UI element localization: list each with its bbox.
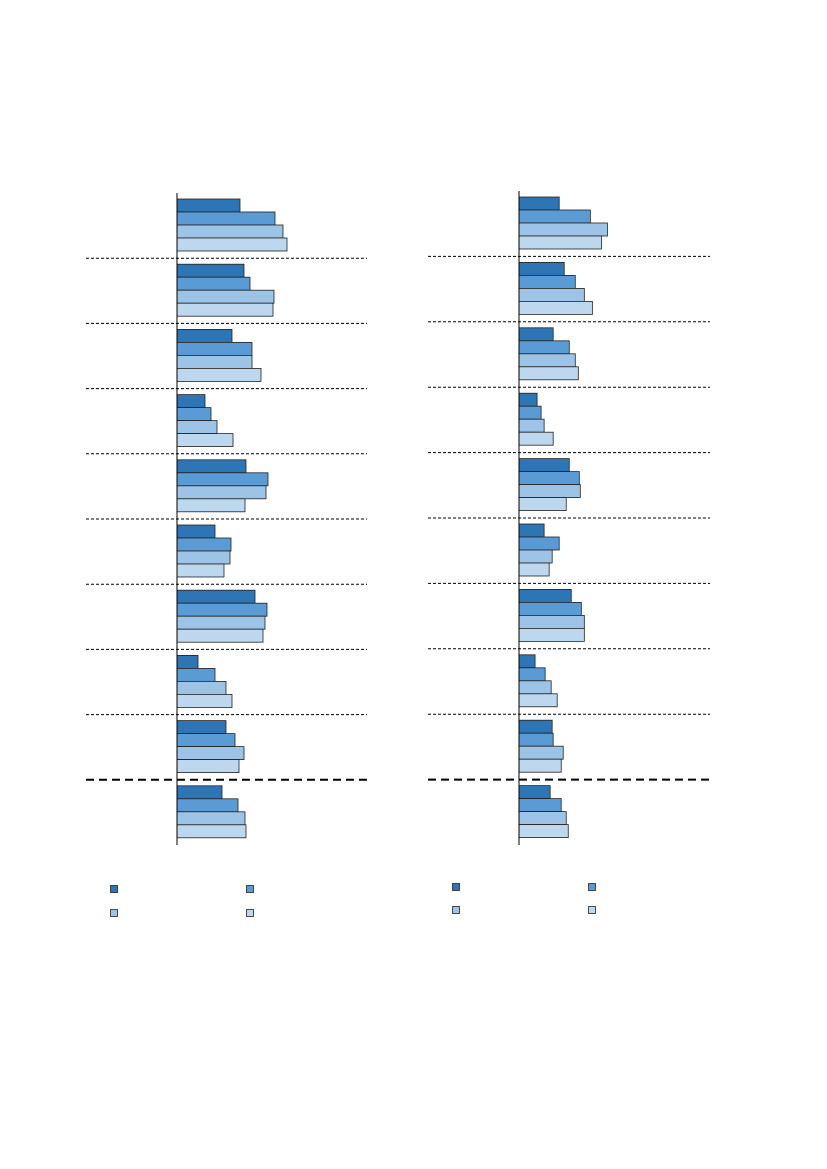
bar [176, 733, 236, 747]
bar [176, 602, 268, 617]
bar [176, 550, 231, 565]
bar [518, 523, 545, 538]
bar [518, 287, 585, 302]
bar [176, 615, 266, 630]
bar [518, 785, 551, 799]
bar [176, 224, 284, 239]
bar [176, 785, 223, 800]
bar [518, 732, 554, 747]
bar [176, 367, 262, 382]
legend-marker [110, 885, 118, 893]
bar [176, 354, 253, 369]
bar [176, 302, 274, 317]
bar [518, 745, 564, 760]
bar [518, 222, 608, 237]
bar [518, 392, 538, 407]
bar [176, 668, 216, 682]
bar [176, 394, 206, 409]
bar [176, 472, 269, 487]
legend-marker [452, 906, 460, 914]
bar [518, 811, 567, 825]
bar [518, 719, 553, 734]
bar [518, 471, 580, 486]
bar [518, 484, 581, 499]
bar [518, 458, 570, 473]
bar [176, 276, 251, 291]
bar [518, 235, 602, 250]
bar [518, 366, 579, 381]
bar [176, 433, 234, 448]
bar [518, 693, 558, 708]
bar [176, 628, 264, 643]
bar [176, 289, 275, 304]
bar [518, 209, 591, 224]
legend-marker [246, 885, 254, 893]
bar [518, 405, 542, 420]
bar [518, 353, 576, 368]
legend-marker [246, 909, 254, 917]
bar [176, 746, 245, 760]
bar [176, 459, 247, 474]
bar [176, 798, 239, 813]
bar [518, 300, 593, 315]
legend-marker [588, 906, 596, 914]
bar [518, 196, 560, 211]
bar [518, 261, 565, 276]
bar [518, 274, 576, 289]
bar [176, 498, 246, 513]
bar [518, 497, 567, 512]
bar [176, 237, 288, 252]
bar [518, 654, 536, 669]
bar [518, 589, 572, 603]
bar [518, 615, 585, 629]
bar [176, 720, 227, 734]
bar [176, 694, 233, 708]
bar [518, 667, 546, 682]
bar [176, 537, 232, 552]
bar [176, 263, 245, 278]
bar [176, 485, 267, 500]
bar [518, 562, 550, 577]
bar [176, 198, 241, 213]
bar [176, 655, 199, 669]
bar [518, 628, 585, 642]
bar [518, 798, 562, 812]
bar [176, 759, 240, 773]
bar [176, 811, 246, 826]
bar [518, 536, 560, 551]
bar [176, 407, 212, 422]
bar [176, 341, 253, 356]
bar [176, 211, 276, 226]
legend-marker [588, 883, 596, 891]
bar [176, 589, 256, 604]
bar [176, 824, 247, 839]
bar [518, 824, 569, 838]
bar [176, 420, 218, 435]
bar [518, 602, 582, 616]
bar [518, 340, 570, 355]
legend-marker [452, 883, 460, 891]
bar [176, 681, 227, 695]
bar [518, 758, 562, 773]
bar [518, 680, 552, 695]
bar [176, 524, 216, 539]
legend-marker [110, 909, 118, 917]
bar [518, 431, 554, 446]
bar [176, 328, 233, 343]
bar [518, 418, 545, 433]
bar [176, 563, 225, 578]
bar [518, 549, 553, 564]
bar [518, 327, 554, 342]
